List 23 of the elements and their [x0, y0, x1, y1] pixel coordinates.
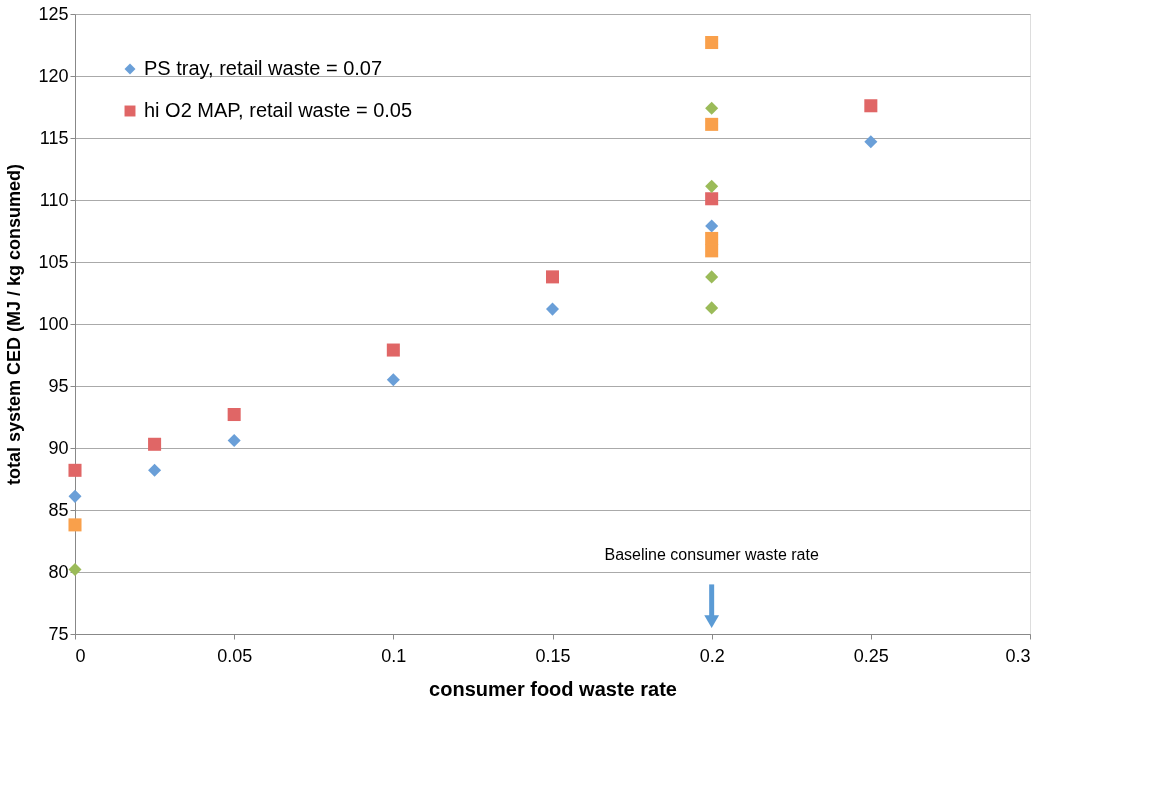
y-tick-label: 115: [39, 127, 69, 148]
x-tick-label: 0: [75, 645, 86, 666]
x-axis-title: consumer food waste rate: [429, 677, 677, 700]
y-tick-label: 90: [48, 437, 69, 458]
legend-label: PS tray, retail waste = 0.07: [144, 57, 383, 79]
y-tick-label: 85: [48, 499, 69, 520]
x-tick-label: 0.15: [535, 645, 571, 666]
y-tick-label: 105: [38, 251, 69, 272]
x-tick-label: 0.25: [853, 645, 889, 666]
y-tick-label: 80: [48, 561, 69, 582]
y-tick-label: 120: [38, 65, 69, 86]
x-tick-label: 0.3: [1005, 645, 1031, 666]
y-tick-label: 110: [39, 189, 69, 210]
legend-label: hi O2 MAP, retail waste = 0.05: [144, 99, 413, 121]
y-tick-label: 95: [48, 375, 69, 396]
y-tick-label: 100: [38, 313, 69, 334]
y-axis-title: total system CED (MJ / kg consumed): [4, 163, 25, 486]
x-tick-label: 0.05: [217, 645, 253, 666]
x-tick-label: 0.2: [699, 645, 725, 666]
y-tick-label: 75: [48, 623, 69, 644]
x-tick-label: 0.1: [381, 645, 407, 666]
y-tick-label: 125: [38, 3, 69, 24]
annotation: Baseline consumer waste rate: [604, 545, 819, 563]
